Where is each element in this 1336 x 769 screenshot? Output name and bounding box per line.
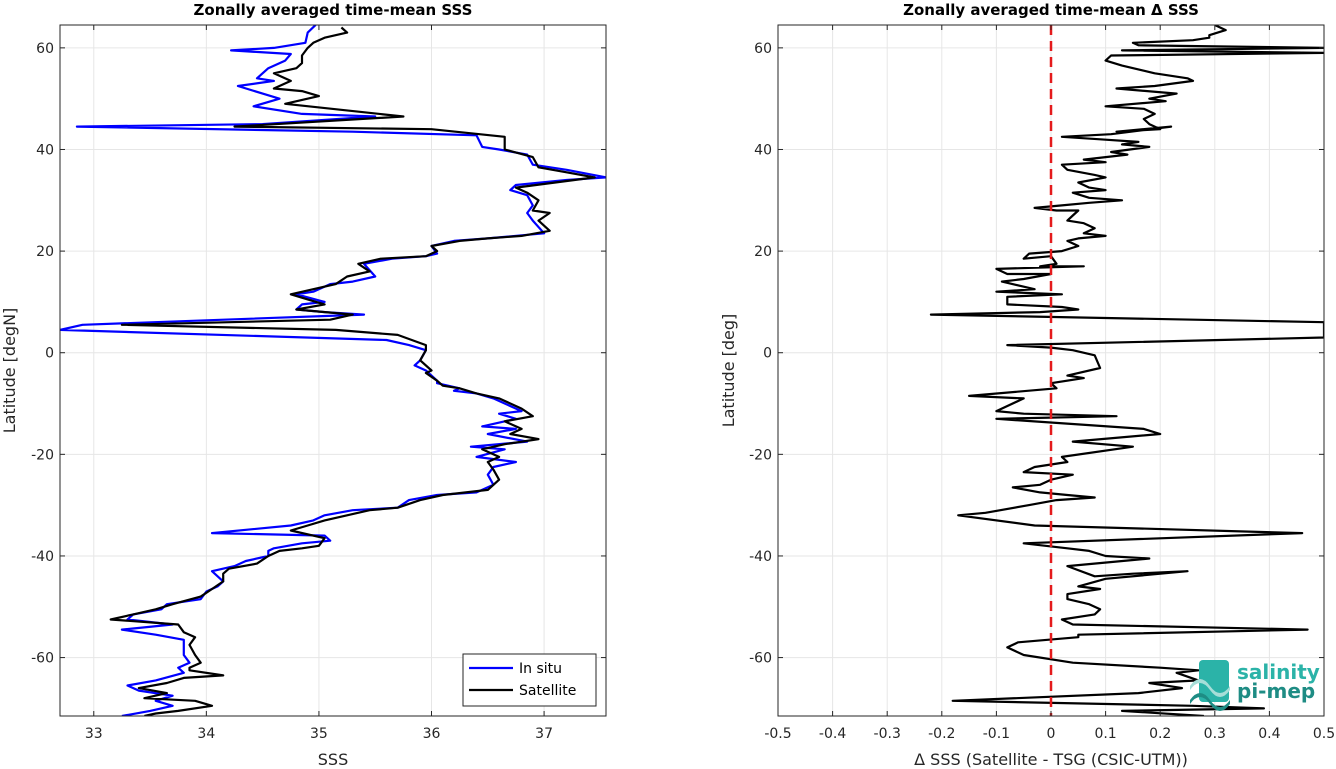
x-tick-label: 37: [535, 726, 553, 742]
x-tick-label: 0: [1047, 726, 1056, 742]
y-tick-label: 40: [36, 142, 54, 158]
y-tick-label: -20: [31, 447, 54, 463]
x-tick-label: -0.3: [874, 726, 901, 742]
y-tick-label: -40: [31, 549, 54, 565]
y-tick-label: 20: [36, 244, 54, 260]
y-tick-label: 20: [754, 244, 772, 260]
x-tick-label: 0.4: [1258, 726, 1280, 742]
x-tick-label: 36: [423, 726, 441, 742]
logo-text-line2: pi-mep: [1237, 679, 1315, 703]
plot-area: [60, 25, 606, 716]
x-axis-label: Δ SSS (Satellite - TSG (CSIC-UTM)): [914, 750, 1188, 769]
x-tick-label: 0.1: [1094, 726, 1116, 742]
x-axis-label: SSS: [318, 750, 348, 769]
legend-box: [462, 653, 597, 707]
series-line-satellite: [109, 26, 596, 716]
delta-sss-panel: -0.5 -0.4 -0.3 -0.2 -0.1 0 0.1 0.2 0.3 0.4 0.5 -60 -…: [719, 1, 1335, 769]
legend-entry-label: In situ: [519, 661, 562, 677]
salinity-pi-mep-logo: salinity pi-mep: [1190, 660, 1320, 711]
x-tick-label: -0.5: [764, 726, 791, 742]
y-tick-label: 60: [754, 41, 772, 57]
wave-logo-icon: [1190, 660, 1230, 711]
x-tick-label: 0.5: [1313, 726, 1335, 742]
x-tick-label: 34: [197, 726, 215, 742]
x-tick-label: -0.4: [819, 726, 846, 742]
legend-entry-label: Satellite: [519, 683, 576, 699]
x-tick-label: -0.2: [928, 726, 955, 742]
y-tick-label: 40: [754, 142, 772, 158]
y-axis-label: Latitude [degN]: [0, 308, 19, 434]
y-tick-label: -40: [749, 549, 772, 565]
y-tick-label: 60: [36, 41, 54, 57]
y-tick-label: -20: [749, 447, 772, 463]
series-line-delta-0: [929, 25, 1324, 716]
sss-panel: 33 34 35 36 37 -60 -40 -20 0 20 40 60 Zonally averag…: [0, 1, 607, 769]
y-tick-label: -60: [749, 651, 772, 667]
chart-title: Zonally averaged time-mean SSS: [194, 1, 473, 19]
x-tick-label: 0.3: [1204, 726, 1226, 742]
x-tick-label: 35: [310, 726, 328, 742]
y-axis-label: Latitude [deg]: [719, 314, 738, 428]
y-tick-label: 0: [45, 346, 54, 362]
logo-text-line1: salinity: [1237, 660, 1320, 684]
x-tick-label: -0.1: [983, 726, 1010, 742]
legend: In situ Satellite: [462, 653, 597, 707]
y-tick-label: -60: [31, 651, 54, 667]
x-tick-label: 0.2: [1149, 726, 1171, 742]
y-tick-label: 0: [763, 346, 772, 362]
chart-title: Zonally averaged time-mean Δ SSS: [903, 1, 1199, 19]
axes-box: [59, 24, 607, 717]
x-tick-label: 33: [85, 726, 103, 742]
